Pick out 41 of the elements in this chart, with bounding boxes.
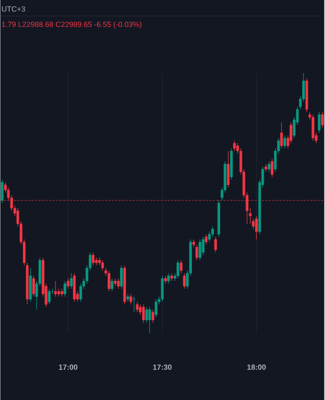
candlestick [280,122,284,149]
candlestick [196,244,198,260]
candlestick [48,288,51,305]
candlestick [136,302,139,312]
candlestick [312,114,315,141]
candlestick [176,260,180,279]
candlestick [130,294,132,305]
candlestick [284,135,286,149]
candlestick [271,158,274,178]
candlestick [148,306,152,334]
candlestick [146,306,148,323]
candlestick [154,298,158,318]
candlestick [205,234,208,245]
candlestick [92,252,95,266]
candlestick [142,304,145,323]
candlestick [117,278,120,290]
candlestick [110,278,114,292]
candlestick [54,280,58,297]
candlestick [233,140,236,152]
candlestick [167,272,170,284]
candlestick [268,161,271,172]
candlestick [318,112,321,134]
candlestick [73,272,76,302]
candlestick [108,270,111,292]
candlestick [132,296,136,312]
candlestick [66,278,70,290]
candlestick [161,276,164,302]
candlestick [29,268,32,302]
candlestick [214,236,218,253]
candlestick [198,239,202,260]
candlestick [183,272,186,290]
candlestick [120,265,123,290]
candlestick [1,179,4,204]
candlestick [32,276,36,297]
candlestick [64,280,66,297]
candlestick [70,272,73,290]
candlestick [180,260,183,274]
candlestick [227,150,230,188]
candlestick [321,112,324,128]
candlestick [152,309,154,323]
candlestick [255,216,258,240]
